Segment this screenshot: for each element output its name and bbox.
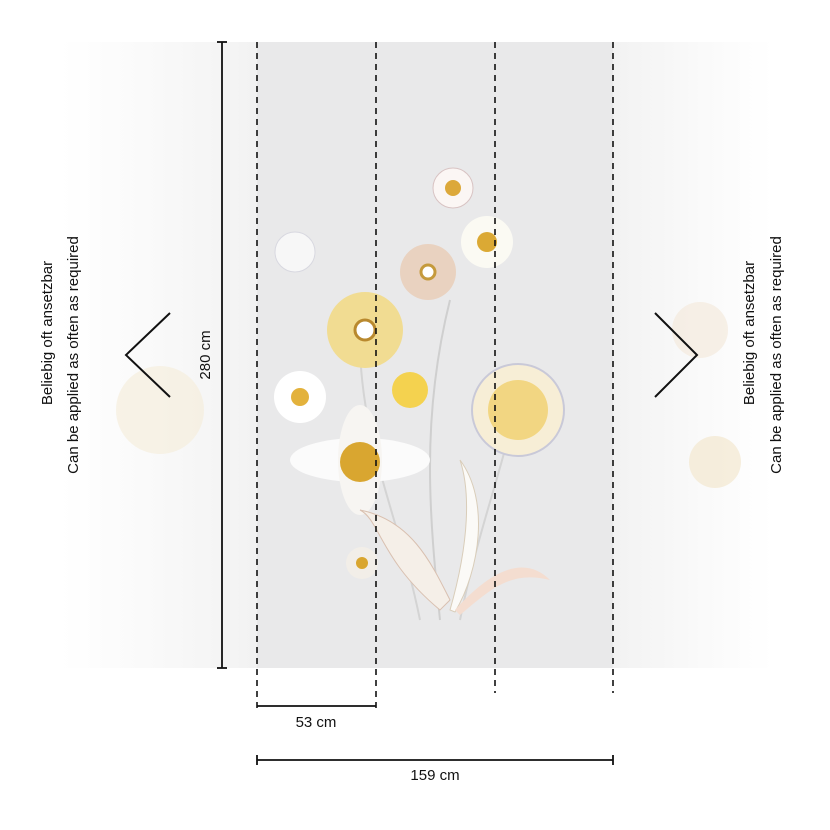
- chevron-left: [124, 312, 171, 398]
- floral-motif: [116, 167, 741, 621]
- side-note: Can be applied as often as required: [768, 236, 785, 474]
- side-note: Beliebig oft ansetzbar: [39, 261, 56, 405]
- side-note: Can be applied as often as required: [65, 236, 82, 474]
- panel-width-label: 53 cm: [296, 714, 337, 731]
- side-note: Beliebig oft ansetzbar: [741, 261, 758, 405]
- total-width-label: 159 cm: [410, 767, 459, 784]
- chevron-right: [654, 312, 699, 398]
- repeat-left: [60, 42, 257, 668]
- height-label: 280 cm: [197, 330, 214, 379]
